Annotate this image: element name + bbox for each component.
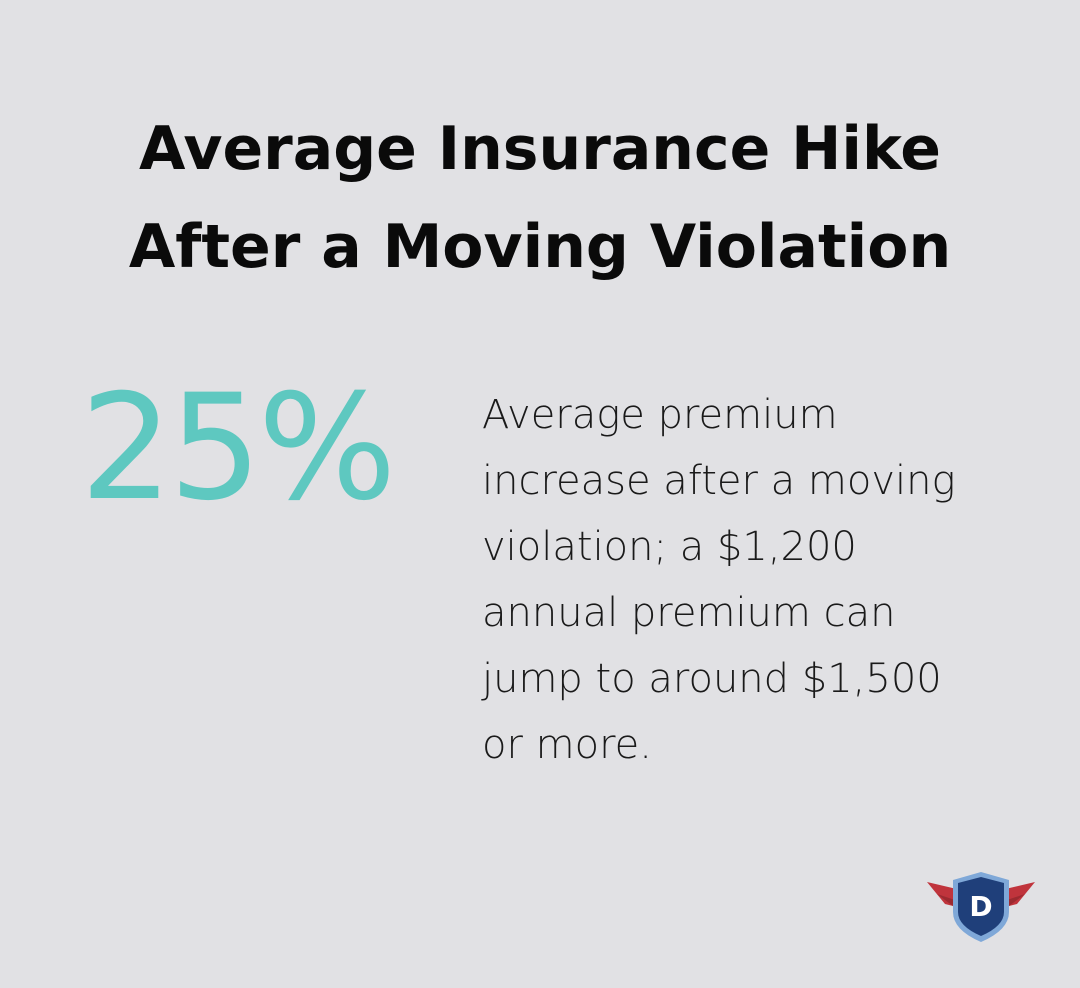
description-line: or more. <box>482 722 652 768</box>
stat-description: Average premium increase after a moving vi… <box>482 382 955 778</box>
description-line: Average premium <box>482 392 838 438</box>
description-line: increase after a moving <box>482 458 956 504</box>
logo-shield <box>958 877 1004 936</box>
stat-value: 25% <box>80 363 397 533</box>
logo: D <box>927 872 1035 942</box>
title-line: Average Insurance Hike <box>139 114 941 184</box>
description-line: violation; a $1,200 <box>482 524 857 570</box>
title: Average Insurance Hike After a Moving Vi… <box>0 100 1080 296</box>
description-line: jump to around $1,500 <box>482 656 942 702</box>
description-line: annual premium can <box>482 590 896 636</box>
title-line: After a Moving Violation <box>128 212 952 282</box>
logo-letter: D <box>969 890 992 923</box>
